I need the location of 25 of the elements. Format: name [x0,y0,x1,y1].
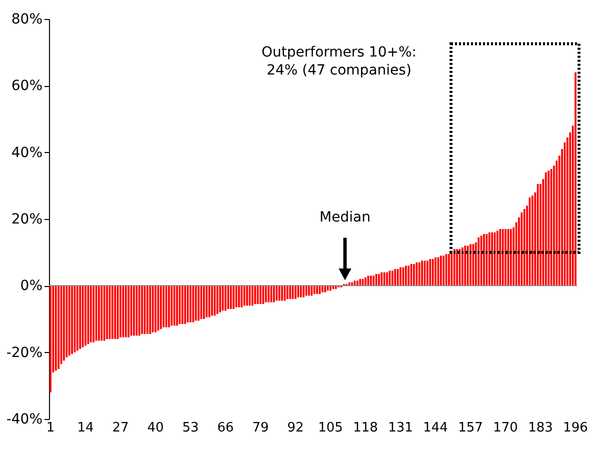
y-tick-label: 80% [11,12,42,28]
x-tick-label: 118 [353,420,378,436]
annotation: Median [320,210,370,226]
x-tick-label: 14 [77,420,94,436]
y-tick-label: -20% [6,344,42,361]
annotation: Outperformers 10+%: 24% (47 companies) [262,44,416,79]
y-tick-label: 40% [11,144,42,161]
x-tick-label: 53 [182,420,199,436]
x-tick-label: 66 [217,420,234,436]
x-tick-label: 131 [388,420,413,436]
x-tick-label: 1 [46,420,55,436]
x-tick-label: 144 [423,420,448,436]
x-tick-label: 170 [493,420,518,436]
x-tick-label: 92 [287,420,304,436]
y-tick-label: 0% [20,278,42,294]
x-tick-label: 105 [318,420,343,436]
x-tick-label: 157 [458,420,483,436]
y-tick-label: -40% [6,412,42,428]
x-tick-label: 79 [252,420,269,436]
x-tick-label: 40 [147,420,164,436]
y-tick-label: 20% [11,212,42,228]
x-tick-label: 196 [563,420,588,436]
x-tick-label: 183 [528,420,553,436]
y-tick-label: 60% [11,78,42,94]
x-tick-label: 27 [112,420,129,436]
